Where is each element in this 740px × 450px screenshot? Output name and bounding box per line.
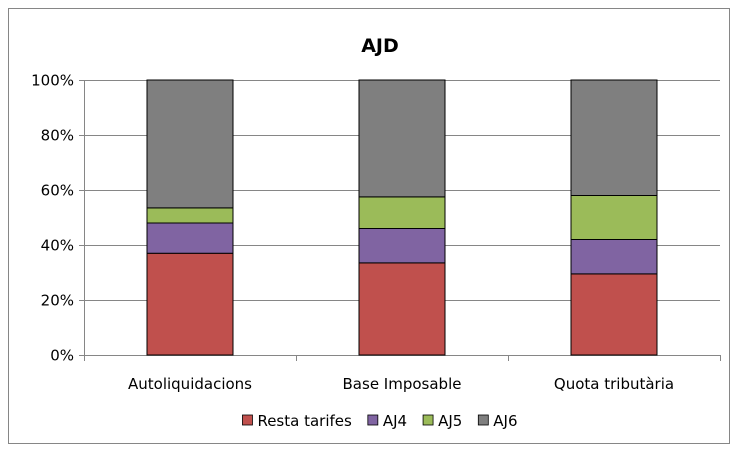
x-tick-label: Quota tributària xyxy=(554,375,674,393)
legend-label: AJ6 xyxy=(493,412,517,430)
bar-segment xyxy=(146,79,234,209)
y-tick-label: 20% xyxy=(41,292,74,310)
y-tick-label: 60% xyxy=(41,182,74,200)
legend-label: AJ4 xyxy=(383,412,407,430)
legend-swatch xyxy=(422,414,434,426)
bars xyxy=(146,79,658,356)
bar-segment xyxy=(570,239,658,275)
bar-segment xyxy=(570,273,658,356)
legend: Resta tarifes AJ4 AJ5 AJ6 xyxy=(242,412,518,430)
bar-segment xyxy=(358,196,446,229)
chart-container: AJD 0% 20% 40% 60% 80% 100% Autoliquidacions Ba… xyxy=(8,8,730,444)
chart-title: AJD xyxy=(361,35,399,57)
bar-segment xyxy=(146,207,234,224)
bar-segment xyxy=(146,222,234,254)
legend-label: AJ5 xyxy=(438,412,462,430)
x-tick-label: Base Imposable xyxy=(343,375,462,393)
y-tick-label: 40% xyxy=(41,237,74,255)
stacked-bar-chart: AJD 0% 20% 40% 60% 80% 100% Autoliquidacions Ba… xyxy=(8,8,730,444)
bar-segment xyxy=(358,79,446,198)
y-tick-label: 100% xyxy=(31,72,74,90)
legend-swatch xyxy=(477,414,489,426)
bar-segment xyxy=(358,228,446,264)
legend-label: Resta tarifes xyxy=(257,412,352,430)
axis-labels: 0% 20% 40% 60% 80% 100% Autoliquidacions Base I… xyxy=(31,72,674,394)
bar-segment xyxy=(146,252,234,356)
legend-swatch xyxy=(367,414,379,426)
bar-segment xyxy=(358,262,446,356)
y-tick-label: 80% xyxy=(41,127,74,145)
x-tick-label: Autoliquidacions xyxy=(128,375,252,393)
bar-segment xyxy=(570,79,658,196)
legend-swatch xyxy=(242,414,253,426)
y-tick-label: 0% xyxy=(50,347,74,365)
bar-segment xyxy=(570,195,658,240)
